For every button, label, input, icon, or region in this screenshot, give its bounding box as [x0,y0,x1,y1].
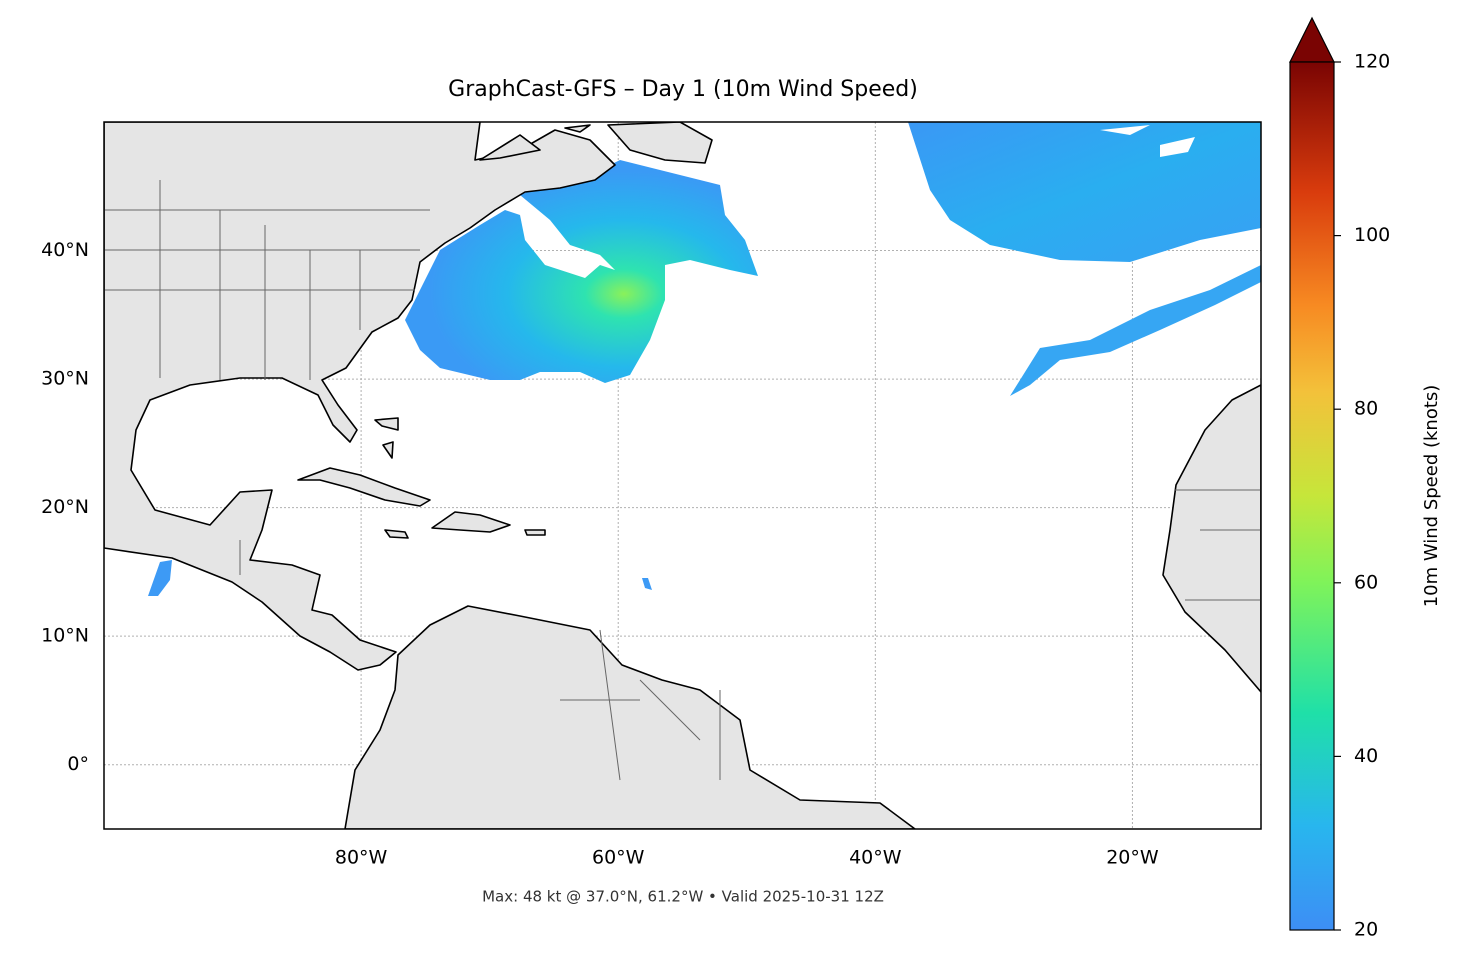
colorbar-tick-label: 80 [1354,398,1378,420]
south-america [344,605,916,829]
calm-area [1100,125,1195,157]
island [374,417,546,539]
x-tick-label: 20°W [1106,847,1159,869]
wind-area [1010,265,1261,396]
y-tick-label: 20°N [41,496,89,518]
x-tick-label: 40°W [849,847,902,869]
title: GraphCast-GFS – Day 1 (10m Wind Speed) [448,77,918,102]
newfoundland [479,122,713,164]
colorbar-extend [1289,16,1335,63]
north-america [104,122,616,671]
cuba [297,467,431,507]
colorbar-tick-label: 60 [1354,571,1378,593]
colorbar [1289,61,1335,931]
x-tick-label: 60°W [592,847,645,869]
x-tick-label: 80°W [335,847,388,869]
colorbar-tick-label: 100 [1354,224,1390,246]
y-tick-label: 0° [67,753,89,775]
colorbar-tick-label: 120 [1354,51,1390,73]
ticks: 80°W 60°W 40°W 20°W 0° 10°N 20°N 30°N 40°N [41,239,1159,868]
map [104,122,1261,829]
africa [1162,384,1261,693]
colorbar-label: 10m Wind Speed (knots) [1421,385,1442,608]
wind-area [908,122,1261,262]
y-tick-label: 40°N [41,239,89,261]
wind-area [405,160,758,383]
y-tick-label: 10°N [41,625,89,647]
y-tick-label: 30°N [41,368,89,390]
colorbar-tick-label: 40 [1354,745,1378,767]
hispaniola [431,511,511,533]
colorbar-tick-label: 20 [1354,919,1378,941]
borders [104,180,1261,781]
footer: Max: 48 kt @ 37.0°N, 61.2°W • Valid 2025… [482,888,884,906]
axes-frame [103,121,1262,830]
